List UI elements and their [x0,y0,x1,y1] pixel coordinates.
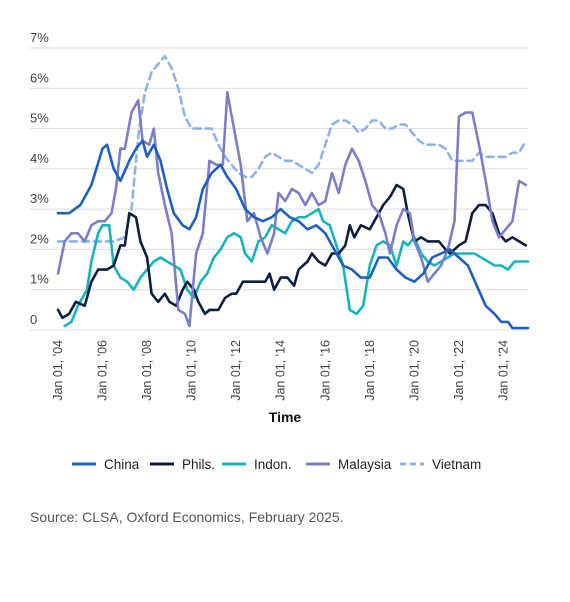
y-tick-label: 7% [30,30,49,45]
y-tick-label: 6% [30,70,49,85]
y-axis-ticks: 0 1% 2% 3% 4% 5% 6% 7% [30,30,49,327]
x-tick-label: Jan 01, '14 [274,340,288,401]
legend: China Phils. Indon. Malaysia Vietnam [72,457,481,472]
series-line-vietnam [56,54,528,243]
x-tick-label: Jan 01, '06 [96,340,110,401]
legend-label: Malaysia [338,457,392,472]
x-tick-label: Jan 01, '08 [140,340,154,401]
x-axis-ticks: Jan 01, '04 Jan 01, '06 Jan 01, '08 Jan 01,… [51,340,510,401]
source-note: Source: CLSA, Oxford Economics, February… [30,509,344,525]
gridlines [30,47,528,331]
x-tick-label: Jan 01, '24 [496,340,510,401]
y-tick-label: 0 [30,312,37,327]
y-tick-label: 2% [30,231,49,246]
series-line-phils [56,183,528,320]
series-lines [56,54,530,330]
series-line-malaysia [56,91,528,328]
y-tick-label: 3% [30,191,49,206]
legend-label: China [104,457,140,472]
legend-label: Phils. [182,457,215,472]
y-tick-label: 4% [30,151,49,166]
x-tick-label: Jan 01, '18 [363,340,377,401]
x-tick-label: Jan 01, '10 [185,340,199,401]
series-line-china [56,139,530,330]
x-tick-label: Jan 01, '12 [229,340,243,401]
x-tick-label: Jan 01, '16 [318,340,332,401]
legend-label: Indon. [254,457,292,472]
series-line-indon [63,207,530,328]
legend-label: Vietnam [432,457,481,472]
x-axis-label: Time [269,409,302,425]
x-tick-label: Jan 01, '04 [51,340,65,401]
y-tick-label: 5% [30,111,49,126]
x-tick-label: Jan 01, '22 [452,340,466,401]
y-tick-label: 1% [30,272,49,287]
x-tick-label: Jan 01, '20 [407,340,421,401]
